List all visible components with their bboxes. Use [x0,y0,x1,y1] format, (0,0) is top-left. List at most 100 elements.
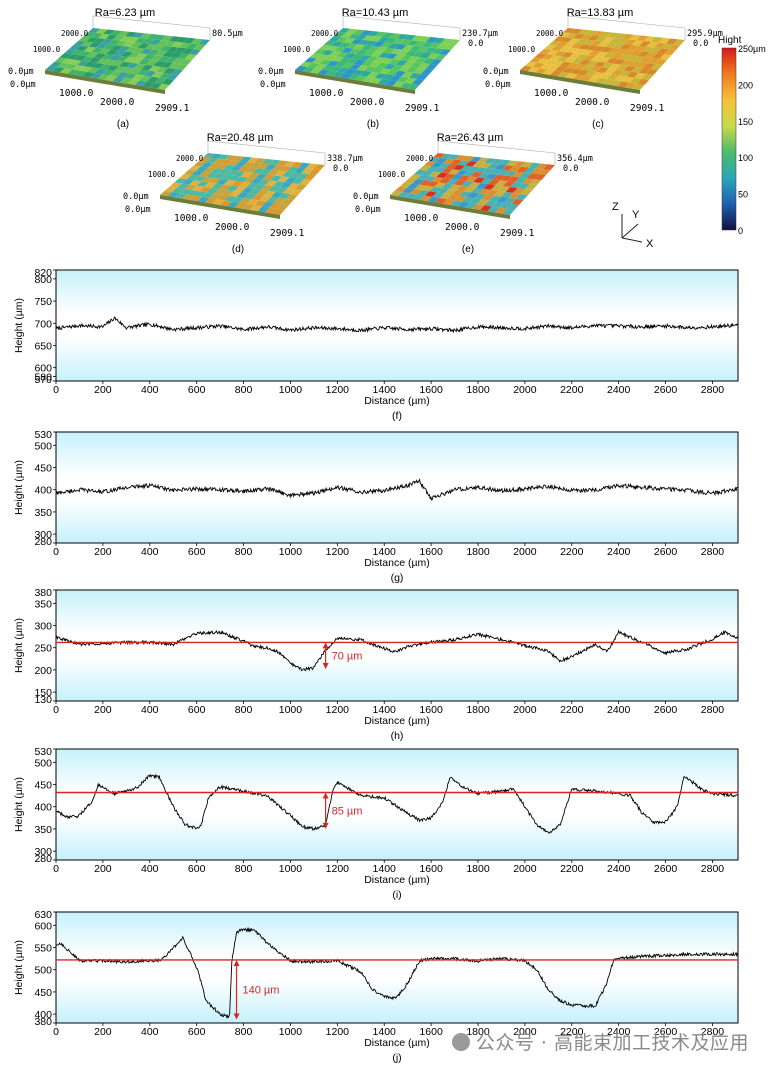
series-line-profile [55,316,738,334]
x-tick-label: 400 [141,384,159,396]
x-tick-label: 1600 [419,384,443,396]
surface-x2: 2000.0 [575,97,610,108]
surface-corner-2: 0.0µm [485,80,511,90]
x-axis-arrow [621,237,643,243]
surface-panel-label: (b) [367,119,379,130]
z-axis-label: Z [612,201,619,213]
x-tick-label: 1000 [279,704,303,716]
y-tick-label: 500 [34,965,52,977]
y-tick-label: 130 [34,694,52,706]
chart-panel-label: (i) [392,889,401,901]
x-tick-label: 1200 [326,863,350,875]
x-tick-label: 400 [141,863,159,875]
plot-area [55,589,739,702]
y-tick-label: 150 [34,687,52,699]
x-axis-title: Distance (µm) [364,395,430,407]
profile-chart-j: 0 200 400 600 800 1000 1200 1400 1600 1800 2000 220… [13,909,739,1064]
surface-ytick: 2000.0 [61,29,89,38]
surface-zmax: 80.5µm [212,29,243,39]
series-line-profile [55,926,738,1019]
x-tick-label: 2200 [560,1026,584,1038]
x-tick-label: 1400 [373,863,397,875]
x-tick-label: 200 [94,1026,112,1038]
surface-corner-1: 0.0µm [8,67,34,77]
surface-edge [390,195,510,219]
y-tick-label: 250 [34,643,52,655]
surface-figure: Ra=6.23 µm80.5µm2000.01000.00.0µm0.0µm10… [8,7,766,255]
x-tick-label: 1400 [373,704,397,716]
x-tick-label: 2200 [560,546,584,558]
surface-zmax: 356.4µm [557,154,593,164]
surface-corner-1: 0.0µm [258,67,284,77]
x-tick-label: 1600 [419,863,443,875]
surface-zmax: 230.7µm [462,29,498,39]
surface-box [207,140,326,165]
surface-corner-1: 0.0µm [353,192,379,202]
surface-box [567,15,686,40]
x-tick-label: 1200 [326,1026,350,1038]
surface-box [92,15,211,40]
surface-mesh [390,153,555,215]
x-tick-label: 800 [235,863,253,875]
y-tick-label: 350 [34,824,52,836]
x-tick-label: 2200 [560,704,584,716]
y-tick-label: 450 [34,780,52,792]
y-tick-label: 500 [34,440,52,452]
surface-corner-1: 0.0µm [483,67,509,77]
x-tick-label: 200 [94,704,112,716]
surface-panel-label: (c) [592,119,604,130]
surface-xend: 2909.1 [270,228,305,239]
surface-zmin: 0.0 [563,164,578,174]
depth-arrowhead-top [322,792,329,799]
profile-chart-i: 0 200 400 600 800 1000 1200 1400 1600 1800 2000 220… [13,746,739,901]
x-tick-label: 800 [235,546,253,558]
surface-panel-c: Ra=13.83 µm295.9µm0.02000.01000.00.0µm0.… [483,7,723,130]
y-tick-label: 600 [34,920,52,932]
surface-box [342,15,461,40]
series-line-profile [55,773,738,835]
surface-x2: 2000.0 [350,97,385,108]
y-tick-label: 300 [34,529,52,541]
surface-mesh [295,28,460,90]
surface-ra-label: Ra=13.83 µm [567,7,634,19]
y-axis-title: Height (µm) [13,298,25,353]
y-tick-label: 570 [34,374,52,386]
surface-edge [160,195,280,219]
x-tick-label: 200 [94,546,112,558]
x-tick-label: 2800 [701,1026,725,1038]
surface-mesh [520,28,685,90]
depth-arrowhead-bottom [322,822,329,829]
surface-box [437,140,556,165]
x-tick-label: 1800 [466,863,490,875]
axes-orientation-glyph: Z Y X [612,201,654,250]
x-tick-label: 0 [53,704,59,716]
x-tick-label: 800 [235,704,253,716]
surface-corner-2: 0.0µm [125,205,151,215]
chart-panel-label: (j) [392,1052,401,1064]
x-axis-title: Distance (µm) [364,874,430,886]
x-ticks: 0 200 400 600 800 1000 1200 1400 1600 1800 2000 220… [53,543,724,558]
y-tick-label: 630 [34,909,52,921]
x-tick-label: 2400 [607,1026,631,1038]
x-tick-label: 2000 [513,384,537,396]
surface-ytick: 2000.0 [176,154,204,163]
x-tick-label: 2200 [560,863,584,875]
colorbar-gradient [721,47,737,231]
y-axis-title: Height (µm) [13,940,25,995]
x-tick-label: 1600 [419,546,443,558]
x-tick-label: 2000 [513,704,537,716]
y-tick-label: 300 [34,621,52,633]
x-tick-label: 1400 [373,384,397,396]
x-tick-label: 200 [94,384,112,396]
x-tick-label: 0 [53,1026,59,1038]
surface-x2: 2000.0 [215,222,250,233]
y-tick-label: 500 [34,757,52,769]
watermark: 公众号 · 高能束加工技术及应用 [451,1028,749,1055]
surface-x1: 1000.0 [534,88,569,99]
surface-ra-label: Ra=26.43 µm [437,132,504,144]
colorbar-tick: 0 [738,226,743,236]
x-tick-label: 2400 [607,863,631,875]
